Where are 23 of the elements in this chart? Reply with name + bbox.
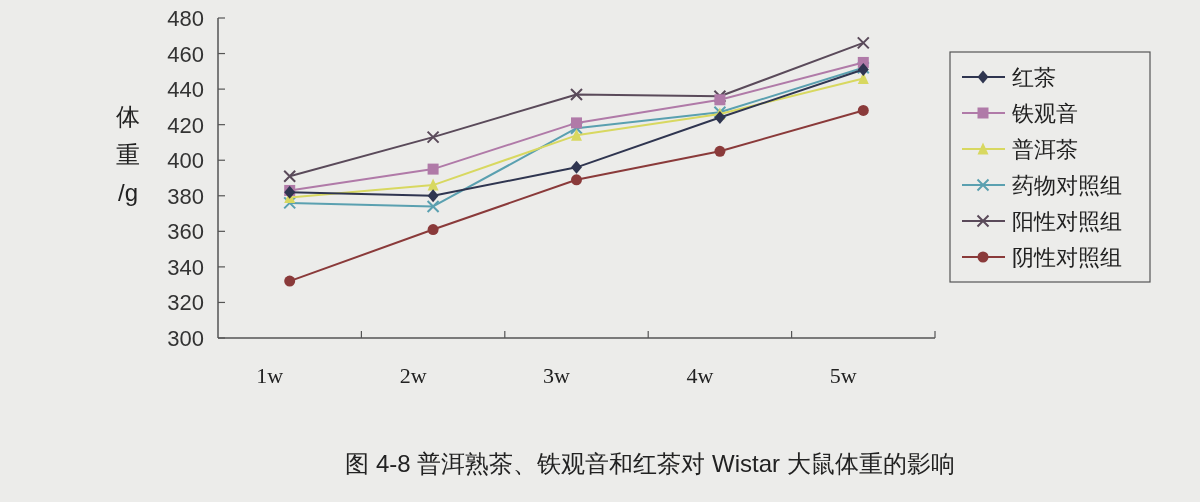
y-tick-label: 340	[167, 254, 204, 280]
legend-label: 普洱茶	[1012, 137, 1078, 162]
title: 图 4-8 普洱熟茶、铁观音和红茶对 Wistar 大鼠体重的影响	[345, 450, 955, 477]
x-tick-label: 4w	[686, 363, 714, 388]
y-tick-label: 360	[167, 219, 204, 245]
legend-label: 铁观音	[1011, 101, 1078, 126]
y-tick-label: 300	[167, 326, 204, 351]
x-tick-label: 2w	[399, 363, 427, 388]
legend-label: 阳性对照组	[1012, 209, 1122, 234]
x-tick-label: 5w	[829, 363, 857, 388]
x-tick-label: 1w	[256, 363, 284, 388]
y-tick-label: 480	[167, 6, 204, 31]
y-tick-label: 440	[167, 77, 204, 103]
y-tick-label: 400	[167, 148, 204, 174]
ylabel: 体重/g	[116, 103, 140, 206]
x-tick-label: 3w	[543, 363, 571, 388]
y-tick-label: 420	[167, 112, 204, 138]
legend-label: 药物对照组	[1012, 173, 1122, 198]
y-tick-label: 380	[167, 183, 204, 209]
y-tick-label: 320	[167, 290, 204, 316]
legend-label: 阴性对照组	[1012, 245, 1122, 270]
legend-label: 红茶	[1012, 65, 1056, 90]
y-tick-label: 460	[167, 41, 204, 67]
